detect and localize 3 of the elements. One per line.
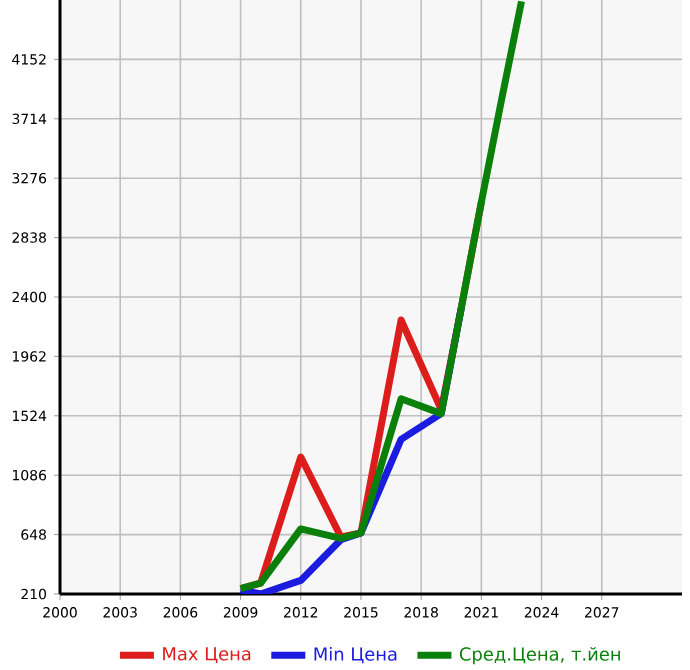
legend-label: Max Цена xyxy=(163,647,251,664)
legend-label: Сред.Цена, т.йен xyxy=(459,646,620,665)
legend-label: Min Цена xyxy=(314,646,397,664)
